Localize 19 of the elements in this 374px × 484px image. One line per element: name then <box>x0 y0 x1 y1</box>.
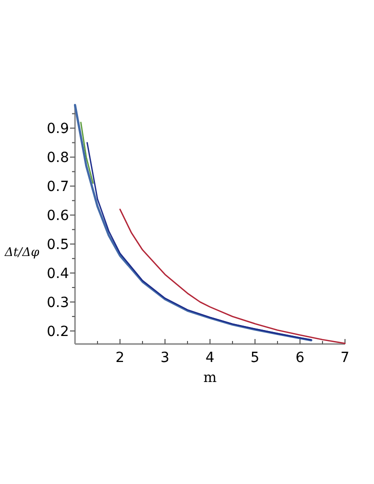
line-series <box>86 142 312 341</box>
x-tick-label: 6 <box>296 350 305 366</box>
y-tick-label: 0.9 <box>46 121 69 138</box>
x-axis-title: m <box>203 370 217 386</box>
x-tick-label: 2 <box>116 350 124 366</box>
x-tick-label: 3 <box>160 350 170 366</box>
y-tick-label: 0.4 <box>46 266 70 282</box>
y-tick-label: 0.3 <box>46 294 69 311</box>
y-axis-title: Δt/Δφ <box>4 245 40 259</box>
y-tick-label: 0.5 <box>46 237 69 254</box>
x-tick-label: 5 <box>250 350 260 366</box>
x-tick-label: 7 <box>340 350 350 366</box>
x-tick-label: 4 <box>206 350 215 366</box>
line-series <box>74 104 312 342</box>
line-series <box>119 208 346 344</box>
y-tick-label: 0.2 <box>46 324 69 340</box>
y-tick-label: 0.8 <box>46 150 69 166</box>
y-tick-label: 0.7 <box>46 179 69 196</box>
y-tick-label: 0.6 <box>46 208 70 224</box>
